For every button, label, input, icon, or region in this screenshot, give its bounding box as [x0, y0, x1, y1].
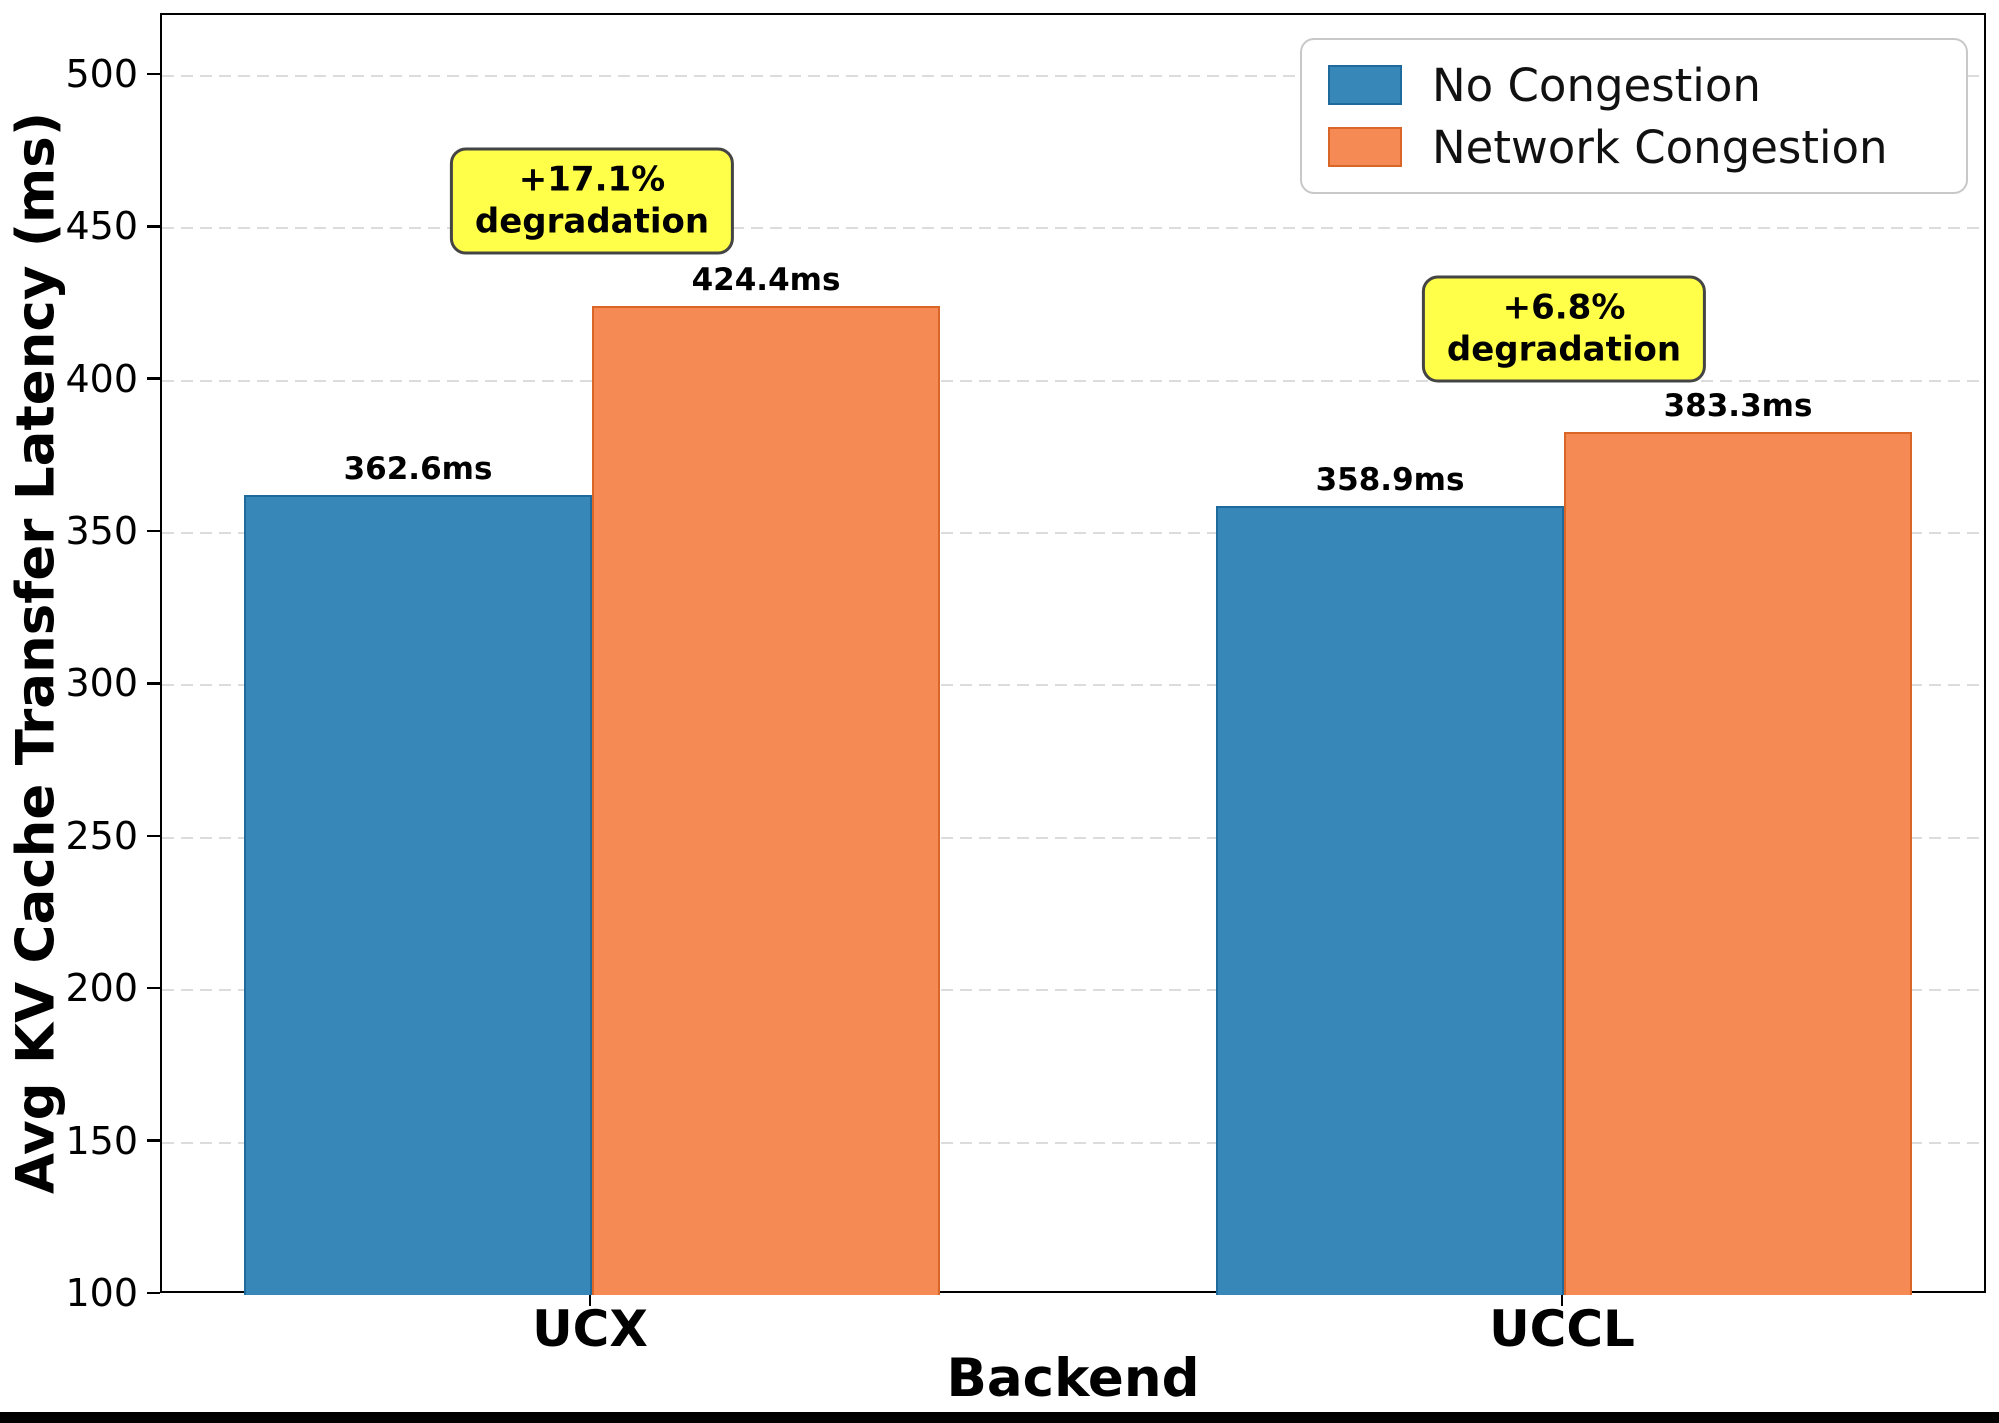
legend-swatch-network-congestion: [1328, 127, 1402, 167]
bar-uccl-no-congestion: [1216, 505, 1564, 1295]
y-tick-label-200: 200: [65, 966, 138, 1011]
y-axis-label: Avg KV Cache Transfer Latency (ms): [5, 111, 67, 1195]
x-tick-mark-uccl: [1560, 1293, 1564, 1306]
y-tick-mark-300: [147, 682, 160, 685]
x-axis-label: Backend: [946, 1348, 1200, 1409]
y-tick-mark-250: [147, 834, 160, 838]
y-tick-label-450: 450: [65, 204, 138, 249]
gridline-500: [162, 74, 1984, 77]
y-tick-mark-450: [147, 225, 160, 228]
y-tick-label-300: 300: [65, 661, 138, 706]
plot-area: 362.6ms 358.9ms 424.4ms 383.3ms +17.1% degra…: [160, 13, 1986, 1295]
gridline-350: [162, 532, 1984, 535]
bar-value-label-uccl-1: 383.3ms: [1663, 387, 1813, 424]
legend-item-no-congestion: No Congestion: [1328, 56, 1940, 114]
legend: No Congestion Network Congestion: [1300, 38, 1968, 194]
legend-label-no-congestion: No Congestion: [1432, 58, 1761, 112]
y-tick-label-100: 100: [65, 1271, 138, 1315]
bar-uccl-network-congestion: [1564, 431, 1912, 1295]
y-tick-label-400: 400: [65, 356, 138, 401]
gridline-300: [162, 684, 1984, 687]
y-tick-mark-350: [147, 529, 160, 533]
degradation-annotation-ucx: +17.1% degradation: [449, 147, 735, 255]
x-tick-label-ucx: UCX: [532, 1300, 648, 1358]
bar-value-label-ucx-1: 424.4ms: [691, 262, 841, 299]
bar-ucx-network-congestion: [592, 306, 940, 1295]
legend-label-network-congestion: Network Congestion: [1432, 120, 1888, 174]
y-tick-mark-400: [147, 377, 160, 380]
y-tick-mark-200: [147, 986, 160, 990]
y-tick-mark-100: [147, 1291, 160, 1295]
legend-swatch-no-congestion: [1328, 65, 1402, 105]
gridline-450: [162, 227, 1984, 230]
x-tick-mark-ucx: [588, 1293, 592, 1306]
y-tick-label-150: 150: [65, 1118, 138, 1163]
y-tick-mark-500: [147, 72, 160, 76]
y-tick-label-350: 350: [65, 509, 138, 554]
legend-item-network-congestion: Network Congestion: [1328, 118, 1940, 176]
y-tick-mark-150: [147, 1139, 160, 1142]
y-tick-label-500: 500: [65, 51, 138, 96]
gridline-250: [162, 836, 1984, 839]
degradation-annotation-uccl: +6.8% degradation: [1421, 275, 1707, 383]
bar-ucx-no-congestion: [244, 494, 592, 1295]
x-tick-label-uccl: UCCL: [1489, 1300, 1635, 1358]
gridline-150: [162, 1141, 1984, 1144]
gridline-200: [162, 989, 1984, 992]
gridline-400: [162, 379, 1984, 382]
bottom-black-bar: [0, 1412, 1999, 1423]
bar-value-label-ucx-0: 362.6ms: [343, 450, 493, 487]
bar-value-label-uccl-0: 358.9ms: [1315, 461, 1465, 498]
y-tick-label-250: 250: [65, 813, 138, 858]
